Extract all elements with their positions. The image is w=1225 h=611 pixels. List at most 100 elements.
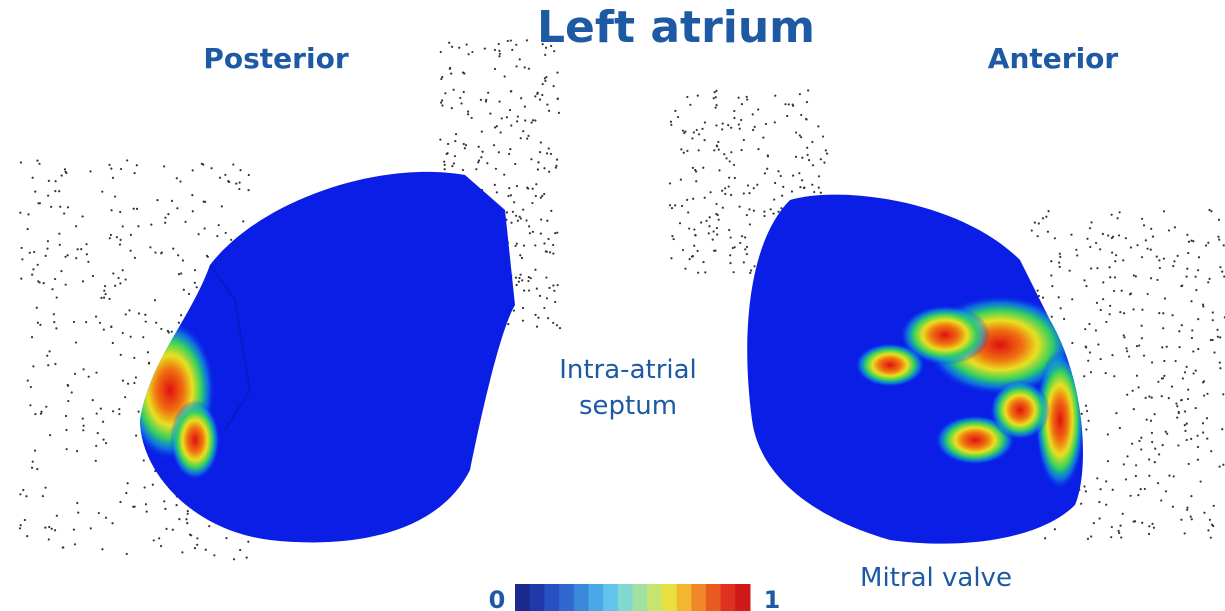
point (19, 493, 21, 495)
point (119, 501, 121, 503)
point (247, 189, 249, 191)
point (55, 180, 57, 182)
point (548, 147, 550, 149)
point (21, 247, 23, 249)
point (704, 271, 706, 273)
point (727, 124, 729, 126)
point (1102, 298, 1104, 300)
point (40, 411, 42, 413)
point (1081, 413, 1083, 415)
point (88, 376, 90, 378)
point (143, 459, 145, 461)
point (770, 208, 772, 210)
point (808, 159, 810, 161)
point (738, 123, 740, 125)
point (741, 235, 743, 237)
point (1164, 297, 1166, 299)
point (454, 140, 456, 142)
point (510, 39, 512, 41)
point (752, 113, 754, 115)
point (553, 290, 555, 292)
point (126, 553, 128, 555)
point (1087, 538, 1089, 540)
point (127, 383, 129, 385)
point (104, 285, 106, 287)
point (208, 525, 210, 527)
point (738, 205, 740, 207)
point (1085, 405, 1087, 407)
point (1219, 367, 1221, 369)
point (463, 143, 465, 145)
point (150, 223, 152, 225)
point (753, 265, 755, 267)
colorbar-step (544, 584, 559, 611)
point (108, 298, 110, 300)
point (122, 332, 124, 334)
point (543, 193, 545, 195)
point (826, 153, 828, 155)
point (77, 248, 79, 250)
point (480, 99, 482, 101)
point (204, 201, 206, 203)
point (543, 307, 545, 309)
point (754, 126, 756, 128)
point (541, 94, 543, 96)
point (1207, 281, 1209, 283)
point (1059, 256, 1061, 258)
point (101, 548, 103, 550)
point (733, 110, 735, 112)
point (550, 210, 552, 212)
point (134, 257, 136, 259)
point (506, 116, 508, 118)
point (544, 80, 546, 82)
point (165, 528, 167, 530)
point (67, 206, 69, 208)
point (55, 327, 57, 329)
point (1059, 253, 1061, 255)
point (1080, 503, 1082, 505)
point (27, 213, 29, 215)
point (825, 149, 827, 151)
point (729, 254, 731, 256)
point (496, 191, 498, 193)
point (1136, 345, 1138, 347)
point (820, 192, 822, 194)
point (524, 119, 526, 121)
point (1157, 381, 1159, 383)
point (496, 125, 498, 127)
point (130, 336, 132, 338)
point (1150, 420, 1152, 422)
point (1186, 423, 1188, 425)
point (1190, 300, 1192, 302)
point (54, 278, 56, 280)
point (1153, 527, 1155, 529)
point (1162, 312, 1164, 314)
point (225, 232, 227, 234)
point (806, 147, 808, 149)
point (544, 54, 546, 56)
point (749, 223, 751, 225)
point (1037, 290, 1039, 292)
point (728, 229, 730, 231)
point (522, 209, 524, 211)
point (514, 163, 516, 165)
point (545, 276, 547, 278)
point (703, 139, 705, 141)
point (799, 93, 801, 95)
point (534, 244, 536, 246)
point (528, 289, 530, 291)
point (463, 91, 465, 93)
point (748, 208, 750, 210)
point (1182, 377, 1184, 379)
point (1218, 239, 1220, 241)
point (1085, 490, 1087, 492)
point (695, 234, 697, 236)
point (1154, 461, 1156, 463)
point (1159, 267, 1161, 269)
point (697, 94, 699, 96)
point (475, 168, 477, 170)
point (552, 253, 554, 255)
point (1042, 297, 1044, 299)
point (439, 139, 441, 141)
point (1128, 355, 1130, 357)
